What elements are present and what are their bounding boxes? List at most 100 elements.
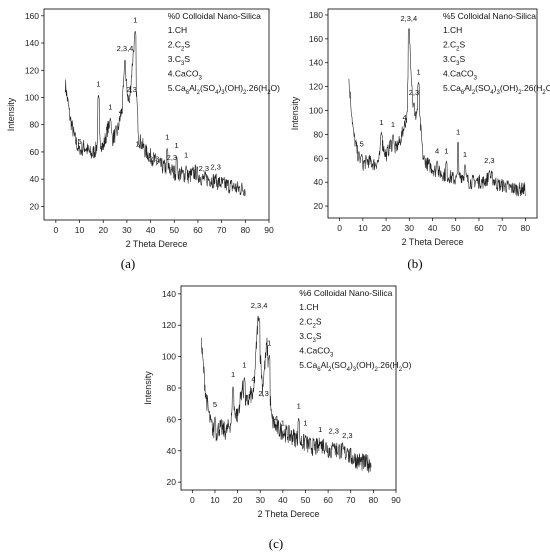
- x-tick-label: 30: [255, 495, 265, 505]
- legend-item: 5.Ca6Al2(SO4)3(OH)2.26(H2O): [443, 83, 550, 96]
- panel-caption: (b): [407, 256, 422, 271]
- peak-label: 2,3: [210, 163, 220, 172]
- x-tick-label: 30: [122, 225, 132, 235]
- peak-label: 2,3: [167, 153, 177, 162]
- legend-item: 2.C2S: [443, 40, 466, 53]
- chart-panel-1: 0 10 20 30 40 50 60 70 80 90 20 40 60 80 100 120 140 160 2…: [6, 8, 280, 271]
- peak-label: 1: [133, 16, 137, 25]
- peak-label: 4: [435, 147, 439, 156]
- y-tick-label: 140: [25, 38, 39, 48]
- x-tick-label: 70: [346, 495, 356, 505]
- x-tick-label: 0: [190, 495, 195, 505]
- peak-label: 2,3: [484, 156, 494, 165]
- x-tick-label: 20: [98, 225, 108, 235]
- x-tick-label: 90: [264, 225, 274, 235]
- y-tick-label: 20: [314, 201, 324, 211]
- y-tick-label: 160: [309, 34, 323, 44]
- peak-label: 5: [360, 139, 364, 148]
- peak-label: 1: [281, 419, 285, 428]
- y-tick-label: 80: [314, 129, 324, 139]
- peak-label: 4: [403, 113, 407, 122]
- x-tick-label: 70: [497, 223, 507, 233]
- peak-label: 4: [274, 414, 278, 423]
- x-tick-label: 40: [146, 225, 156, 235]
- y-tick-label: 40: [167, 446, 177, 456]
- x-tick-label: 50: [451, 223, 461, 233]
- xrd-trace: [65, 31, 246, 197]
- peak-label: 1: [96, 80, 100, 89]
- peak-label: 1: [379, 118, 383, 127]
- y-tick-label: 80: [167, 383, 177, 393]
- peak-label: 1: [165, 133, 169, 142]
- y-tick-label: 140: [162, 289, 176, 299]
- peak-label: 2,3,4: [251, 301, 268, 310]
- y-tick-label: 60: [314, 153, 324, 163]
- xrd-trace: [201, 315, 372, 473]
- legend-item: 1.CH: [443, 25, 462, 35]
- peak-label: 1: [456, 127, 460, 136]
- peak-label: 2,3,4: [117, 44, 134, 53]
- peak-label: 2,3: [329, 427, 339, 436]
- y-tick-label: 20: [167, 477, 177, 487]
- legend-item: 3.C3S: [443, 54, 466, 67]
- x-tick-label: 70: [217, 225, 227, 235]
- peak-label: 1: [303, 419, 307, 428]
- x-tick-label: 80: [521, 223, 531, 233]
- y-tick-label: 120: [25, 65, 39, 75]
- y-tick-label: 100: [162, 352, 176, 362]
- peak-label: 1: [242, 361, 246, 370]
- peak-label: 4: [251, 375, 255, 384]
- x-tick-label: 60: [193, 225, 203, 235]
- peak-label: 1: [135, 139, 139, 148]
- peak-label: 1: [318, 425, 322, 434]
- peak-label: 1: [391, 120, 395, 129]
- y-tick-label: 40: [314, 177, 324, 187]
- x-tick-label: 90: [391, 495, 401, 505]
- peak-label: 5: [213, 400, 217, 409]
- peak-label: 2,3: [149, 154, 159, 163]
- legend-item: 5.Ca6Al2(SO4)3(OH)2.26(H2O): [168, 83, 280, 96]
- peak-label: 1: [184, 150, 188, 159]
- x-tick-label: 60: [474, 223, 484, 233]
- legend-item: 4.CaCO3: [168, 69, 203, 82]
- legend-item: 2.C2S: [168, 40, 191, 53]
- y-tick-label: 180: [309, 10, 323, 20]
- y-tick-label: 100: [309, 106, 323, 116]
- legend-item: 4.CaCO3: [443, 69, 478, 82]
- x-tick-label: 30: [405, 223, 415, 233]
- x-tick-label: 60: [323, 495, 333, 505]
- peak-label: 1: [416, 68, 420, 77]
- legend-item: 1.CH: [299, 302, 318, 312]
- peak-label: 4: [119, 107, 123, 116]
- peak-label: 2,3: [409, 88, 419, 97]
- y-tick-label: 120: [162, 320, 176, 330]
- x-tick-label: 0: [53, 225, 58, 235]
- x-axis-title: 2 Theta Derece: [126, 239, 188, 249]
- chart-panel-3: 0 10 20 30 40 50 60 70 80 90 20 40 60 80 100 120 140 2 Th…: [143, 285, 412, 551]
- legend-item: 5.Ca6Al2(SO4)3(OH)2.26(H2O): [299, 360, 411, 373]
- peak-label: 1: [175, 141, 179, 150]
- y-tick-label: 100: [25, 92, 39, 102]
- chart-title: %5 Colloidal Nano-Silica: [443, 11, 536, 21]
- y-axis-title: Intensity: [6, 97, 16, 131]
- y-tick-label: 120: [309, 82, 323, 92]
- peak-label: 1: [444, 147, 448, 156]
- peak-label: 2,3,4: [400, 14, 417, 23]
- y-tick-label: 160: [25, 11, 39, 21]
- y-tick-label: 80: [30, 120, 40, 130]
- x-tick-label: 80: [241, 225, 251, 235]
- peak-label: 2,3: [126, 85, 136, 94]
- legend-item: 3.C3S: [168, 54, 191, 67]
- y-axis-title: Intensity: [290, 96, 300, 130]
- peak-label: 1: [267, 339, 271, 348]
- x-tick-label: 10: [358, 223, 368, 233]
- peak-label: 2,3: [258, 389, 268, 398]
- peak-label: 1: [463, 150, 467, 159]
- x-axis-title: 2 Theta Derece: [402, 237, 464, 247]
- y-tick-label: 140: [309, 58, 323, 68]
- chart-panel-2: 0 10 20 30 40 50 60 70 80 20 40 60 80 100 120 140 160 180…: [290, 8, 550, 271]
- chart-title: %6 Colloidal Nano-Silica: [299, 288, 392, 298]
- x-tick-label: 0: [337, 223, 342, 233]
- x-tick-label: 20: [233, 495, 243, 505]
